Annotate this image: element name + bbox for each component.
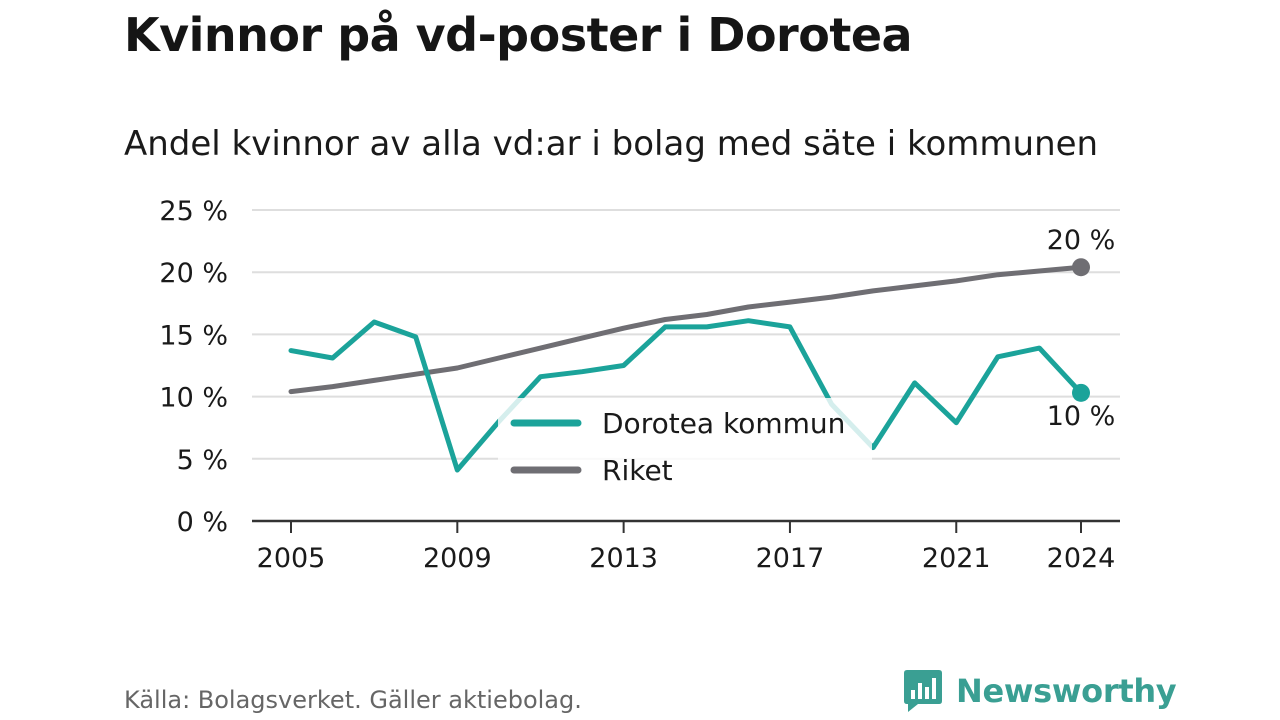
brand-logo: Newsworthy: [902, 668, 1177, 714]
y-tick-label: 5 %: [177, 445, 228, 476]
x-tick-label: 2024: [1047, 543, 1116, 574]
x-tick-label: 2005: [257, 543, 326, 574]
source-note: Källa: Bolagsverket. Gäller aktiebolag.: [124, 686, 582, 714]
series-line-dorotea: [288, 318, 1084, 473]
legend-label: Dorotea kommun: [602, 407, 845, 440]
x-tick-label: 2017: [756, 543, 825, 574]
series-line-riket: [288, 264, 1084, 395]
x-tick-label: 2009: [423, 543, 492, 574]
y-tick-label: 20 %: [159, 258, 228, 289]
y-tick-label: 15 %: [159, 320, 228, 351]
x-axis: 2005 2009 2013 2017 2021 2024: [252, 519, 1120, 574]
chart-subtitle: Andel kvinnor av alla vd:ar i bolag med …: [124, 124, 1099, 164]
y-tick-label: 10 %: [159, 383, 228, 414]
y-tick-label: 25 %: [159, 196, 228, 227]
legend-background: [498, 398, 872, 494]
series-lines: [288, 258, 1090, 473]
legend: Dorotea kommun Riket: [498, 398, 872, 494]
y-tick-label: 0 %: [177, 507, 228, 538]
chart-title: Kvinnor på vd-poster i Dorotea: [124, 8, 913, 62]
end-label-dorotea: 10 %: [1047, 401, 1116, 432]
x-tick-label: 2013: [589, 543, 658, 574]
end-point-marker: [1072, 383, 1090, 402]
legend-label: Riket: [602, 454, 673, 487]
end-point-marker: [1072, 258, 1090, 277]
end-labels: 20 % 10 %: [1047, 225, 1116, 432]
end-label-riket: 20 %: [1047, 225, 1116, 256]
x-tick-label: 2021: [922, 543, 991, 574]
newsworthy-logo-icon: [904, 670, 942, 712]
brand-name: Newsworthy: [956, 672, 1177, 710]
